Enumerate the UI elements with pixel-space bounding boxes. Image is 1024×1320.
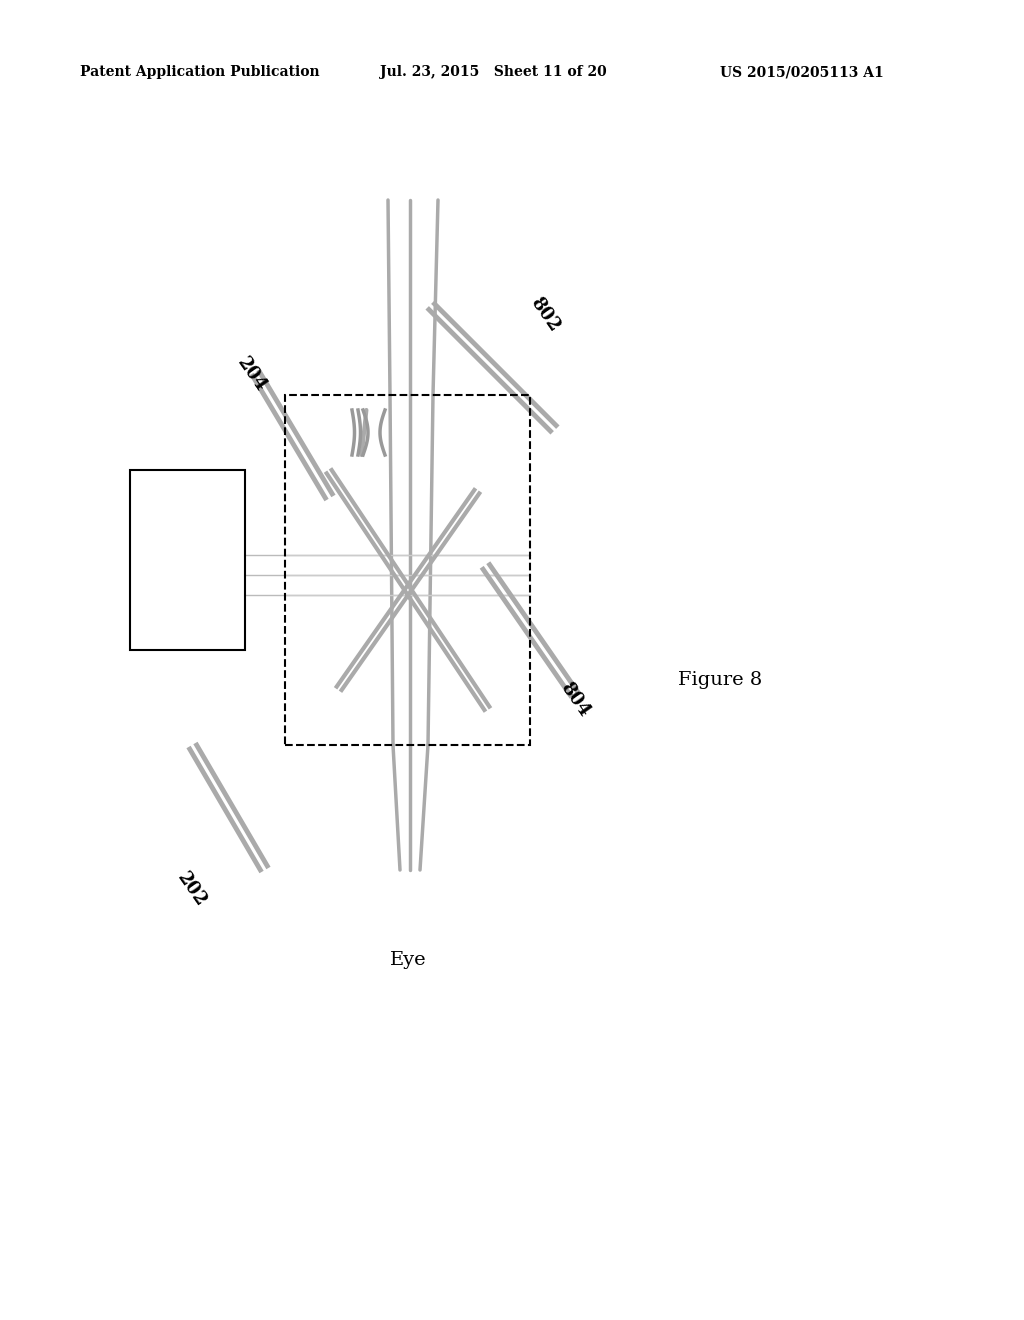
Text: 204: 204 [233, 355, 270, 396]
Bar [285, 395, 530, 744]
Text: US 2015/0205113 A1: US 2015/0205113 A1 [720, 65, 884, 79]
Text: Figure 8: Figure 8 [678, 671, 762, 689]
Text: 804: 804 [557, 680, 593, 721]
Bar [130, 470, 245, 649]
Text: 802: 802 [526, 294, 563, 335]
Text: Jul. 23, 2015   Sheet 11 of 20: Jul. 23, 2015 Sheet 11 of 20 [380, 65, 607, 79]
Text: Patent Application Publication: Patent Application Publication [80, 65, 319, 79]
Text: 202: 202 [174, 870, 210, 911]
Text: Eye: Eye [390, 950, 426, 969]
